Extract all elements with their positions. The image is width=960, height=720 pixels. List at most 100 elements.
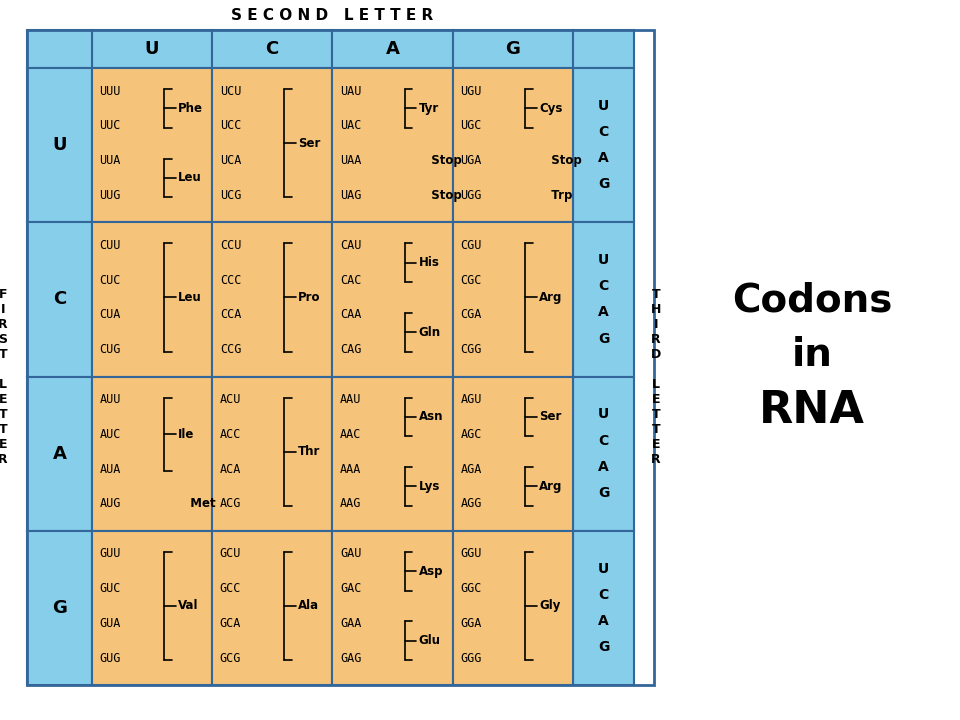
Text: ACG: ACG: [220, 498, 241, 510]
Text: CCC: CCC: [220, 274, 241, 287]
Text: UGU: UGU: [461, 85, 482, 98]
Bar: [28, 30, 91, 68]
Bar: [91, 531, 212, 685]
Text: AGG: AGG: [461, 498, 482, 510]
Text: UUC: UUC: [100, 120, 121, 132]
Text: GUU: GUU: [100, 547, 121, 560]
Text: A: A: [386, 40, 399, 58]
Text: AUA: AUA: [100, 462, 121, 475]
Text: AAC: AAC: [340, 428, 362, 441]
Text: Leu: Leu: [178, 291, 202, 304]
Text: AAG: AAG: [340, 498, 362, 510]
Text: AAA: AAA: [340, 462, 362, 475]
Text: CGG: CGG: [461, 343, 482, 356]
Text: UCA: UCA: [220, 154, 241, 167]
Text: AUU: AUU: [100, 393, 121, 406]
Text: Stop: Stop: [422, 189, 462, 202]
Bar: [573, 68, 635, 222]
Bar: [212, 30, 332, 68]
Text: GUC: GUC: [100, 582, 121, 595]
Text: RNA: RNA: [759, 389, 865, 431]
Text: Asn: Asn: [419, 410, 444, 423]
Bar: [28, 531, 91, 685]
Text: AGU: AGU: [461, 393, 482, 406]
Text: UAA: UAA: [340, 154, 362, 167]
Text: UAG: UAG: [340, 189, 362, 202]
Bar: [212, 377, 332, 531]
Text: UGG: UGG: [461, 189, 482, 202]
Text: UUG: UUG: [100, 189, 121, 202]
Text: GGU: GGU: [461, 547, 482, 560]
Text: Ala: Ala: [299, 600, 320, 613]
Text: Ser: Ser: [540, 410, 562, 423]
Bar: [332, 30, 453, 68]
Text: CGU: CGU: [461, 239, 482, 252]
Bar: [453, 531, 573, 685]
Text: Pro: Pro: [299, 291, 321, 304]
Text: Gly: Gly: [540, 600, 561, 613]
Text: CUG: CUG: [100, 343, 121, 356]
Text: C: C: [53, 290, 66, 308]
Bar: [573, 377, 635, 531]
Text: Val: Val: [178, 600, 199, 613]
Bar: [573, 531, 635, 685]
Bar: [573, 222, 635, 377]
Text: in: in: [792, 336, 832, 374]
Text: UAU: UAU: [340, 85, 362, 98]
Bar: [212, 531, 332, 685]
Text: GGA: GGA: [461, 617, 482, 630]
Text: A: A: [53, 445, 66, 463]
Text: UCU: UCU: [220, 85, 241, 98]
Text: Stop: Stop: [543, 154, 582, 167]
Text: AUG: AUG: [100, 498, 121, 510]
Bar: [91, 30, 212, 68]
Text: CAA: CAA: [340, 308, 362, 321]
Text: U
C
A
G: U C A G: [598, 408, 610, 500]
Text: GCA: GCA: [220, 617, 241, 630]
Bar: [332, 222, 453, 377]
Text: U
C
A
G: U C A G: [598, 562, 610, 654]
Text: CAC: CAC: [340, 274, 362, 287]
Text: AGC: AGC: [461, 428, 482, 441]
Text: CCU: CCU: [220, 239, 241, 252]
Text: GGC: GGC: [461, 582, 482, 595]
Text: GCU: GCU: [220, 547, 241, 560]
Text: Lys: Lys: [419, 480, 440, 493]
Text: T
H
I
R
D

L
E
T
T
E
R: T H I R D L E T T E R: [651, 287, 661, 466]
Text: Met: Met: [181, 498, 215, 510]
Text: Tyr: Tyr: [419, 102, 439, 115]
Text: C: C: [266, 40, 278, 58]
Bar: [332, 377, 453, 531]
Text: Asp: Asp: [419, 564, 444, 577]
Bar: [573, 30, 635, 68]
Text: CUU: CUU: [100, 239, 121, 252]
Text: U
C
A
G: U C A G: [598, 253, 610, 346]
Bar: [453, 377, 573, 531]
Text: S E C O N D   L E T T E R: S E C O N D L E T T E R: [231, 7, 434, 22]
Bar: [91, 377, 212, 531]
Text: ACC: ACC: [220, 428, 241, 441]
Text: GAU: GAU: [340, 547, 362, 560]
Text: GAG: GAG: [340, 652, 362, 665]
Text: Ile: Ile: [178, 428, 194, 441]
Text: Stop: Stop: [422, 154, 462, 167]
Text: G: G: [506, 40, 520, 58]
Text: CCG: CCG: [220, 343, 241, 356]
Text: ACA: ACA: [220, 462, 241, 475]
Text: U: U: [144, 40, 159, 58]
Text: AAU: AAU: [340, 393, 362, 406]
Text: GUA: GUA: [100, 617, 121, 630]
Text: UUU: UUU: [100, 85, 121, 98]
Text: Glu: Glu: [419, 634, 441, 647]
Text: GUG: GUG: [100, 652, 121, 665]
Bar: [332, 531, 453, 685]
Bar: [91, 68, 212, 222]
Text: GAA: GAA: [340, 617, 362, 630]
Text: G: G: [52, 599, 67, 617]
Text: ACU: ACU: [220, 393, 241, 406]
Text: CAU: CAU: [340, 239, 362, 252]
Text: AUC: AUC: [100, 428, 121, 441]
Text: UGA: UGA: [461, 154, 482, 167]
Text: U
C
A
G: U C A G: [598, 99, 610, 192]
Text: Cys: Cys: [540, 102, 563, 115]
